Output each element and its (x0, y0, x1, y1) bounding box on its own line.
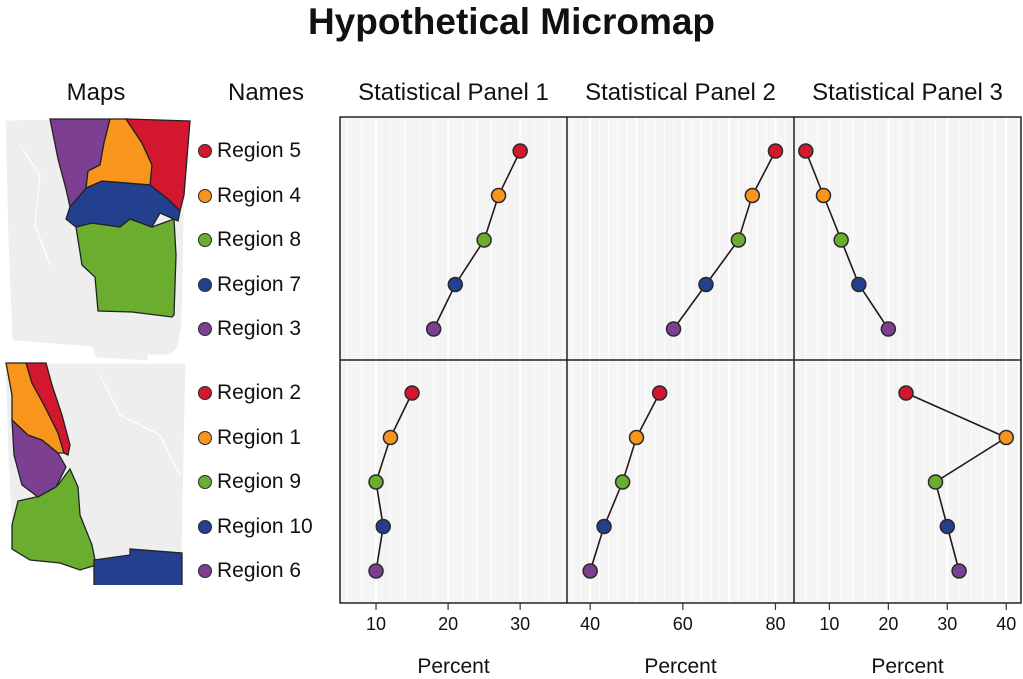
map-2-region-green (11, 467, 97, 571)
map-2-region-red (25, 362, 71, 456)
x-axis-title: Percent (644, 655, 717, 678)
region-name-row: Region 7 (198, 270, 301, 300)
data-point (382, 429, 399, 446)
region-color-dot (198, 144, 212, 158)
region-name: Region 9 (217, 470, 302, 493)
region-color-dot (198, 564, 212, 578)
data-point (447, 276, 464, 293)
panel-3-title: Statistical Panel 3 (812, 79, 1003, 106)
data-point (368, 563, 384, 579)
region-name: Region 7 (217, 272, 302, 296)
panel-2-title: Statistical Panel 2 (585, 79, 776, 106)
data-point (628, 429, 645, 446)
x-tick-label: 10 (819, 614, 839, 634)
data-point (368, 474, 384, 490)
names-header: Names (227, 79, 305, 106)
panel-1-title: Statistical Panel 1 (358, 79, 549, 106)
x-tick-label: 30 (510, 614, 530, 634)
region-name-row: Region 1 (198, 423, 301, 453)
x-tick-label: 20 (438, 614, 458, 634)
panel-background (340, 117, 567, 360)
data-point (951, 563, 967, 579)
x-tick-label: 80 (765, 614, 785, 634)
region-name-row: Region 3 (198, 314, 301, 344)
chart-title: Hypothetical Micromap (307, 1, 716, 42)
data-point (833, 232, 849, 248)
data-point (614, 474, 631, 490)
region-color-dot (198, 386, 212, 400)
region-color-dot (198, 475, 212, 489)
map-1-region-red (124, 118, 191, 213)
x-tick-label: 40 (996, 614, 1016, 634)
data-point (815, 187, 832, 204)
region-name: Region 6 (217, 559, 302, 582)
region-name-row: Region 2 (198, 378, 301, 408)
region-name: Region 3 (217, 317, 302, 340)
data-point (767, 143, 784, 159)
map-2-region-blue (93, 548, 183, 585)
region-name: Region 2 (217, 381, 302, 404)
x-tick-label: 30 (937, 614, 957, 634)
data-point (404, 385, 420, 401)
x-axis-title: Percent (871, 655, 944, 678)
panel-background (794, 117, 1021, 360)
data-point (665, 321, 682, 337)
region-name: Region 4 (217, 183, 302, 207)
region-name-row: Region 10 (198, 512, 313, 542)
region-name-row: Region 5 (198, 136, 301, 166)
data-point (582, 563, 598, 579)
data-point (476, 232, 492, 248)
region-name-row: Region 8 (198, 225, 301, 255)
region-color-dot (198, 430, 212, 445)
region-color-dot (198, 519, 212, 534)
data-point (927, 474, 944, 490)
region-color-dot (198, 233, 212, 247)
x-tick-label: 40 (580, 614, 600, 634)
region-name: Region 10 (217, 514, 313, 538)
region-name-row: Region 4 (198, 181, 301, 211)
region-name-row: Region 9 (198, 467, 301, 497)
x-tick-label: 60 (673, 614, 693, 634)
region-name-row: Region 6 (198, 556, 301, 586)
region-name: Region 1 (217, 425, 302, 449)
data-point (698, 276, 714, 293)
data-point (425, 321, 442, 337)
region-color-dot (198, 188, 212, 203)
map-group-2 (4, 362, 187, 585)
data-point (851, 276, 867, 293)
data-point (744, 187, 761, 204)
data-point (512, 143, 528, 159)
micromaps (4, 118, 191, 585)
data-point (651, 385, 668, 401)
data-point (798, 143, 814, 159)
panel-background (567, 360, 794, 603)
x-tick-label: 10 (366, 614, 386, 634)
data-point (998, 429, 1015, 446)
data-point (730, 232, 747, 248)
map-group-1 (4, 118, 191, 362)
data-point (375, 518, 391, 535)
data-point (596, 518, 612, 535)
x-axis-title: Percent (417, 655, 490, 678)
data-point (939, 518, 956, 535)
panel-background (567, 117, 794, 360)
maps-header: Maps (66, 79, 126, 106)
region-name: Region 8 (217, 228, 302, 251)
data-point (880, 321, 897, 337)
region-name: Region 5 (217, 139, 302, 162)
x-tick-label: 20 (878, 614, 898, 634)
data-point (490, 187, 507, 204)
region-color-dot (198, 277, 212, 292)
region-color-dot (198, 322, 212, 336)
data-point (898, 385, 914, 401)
